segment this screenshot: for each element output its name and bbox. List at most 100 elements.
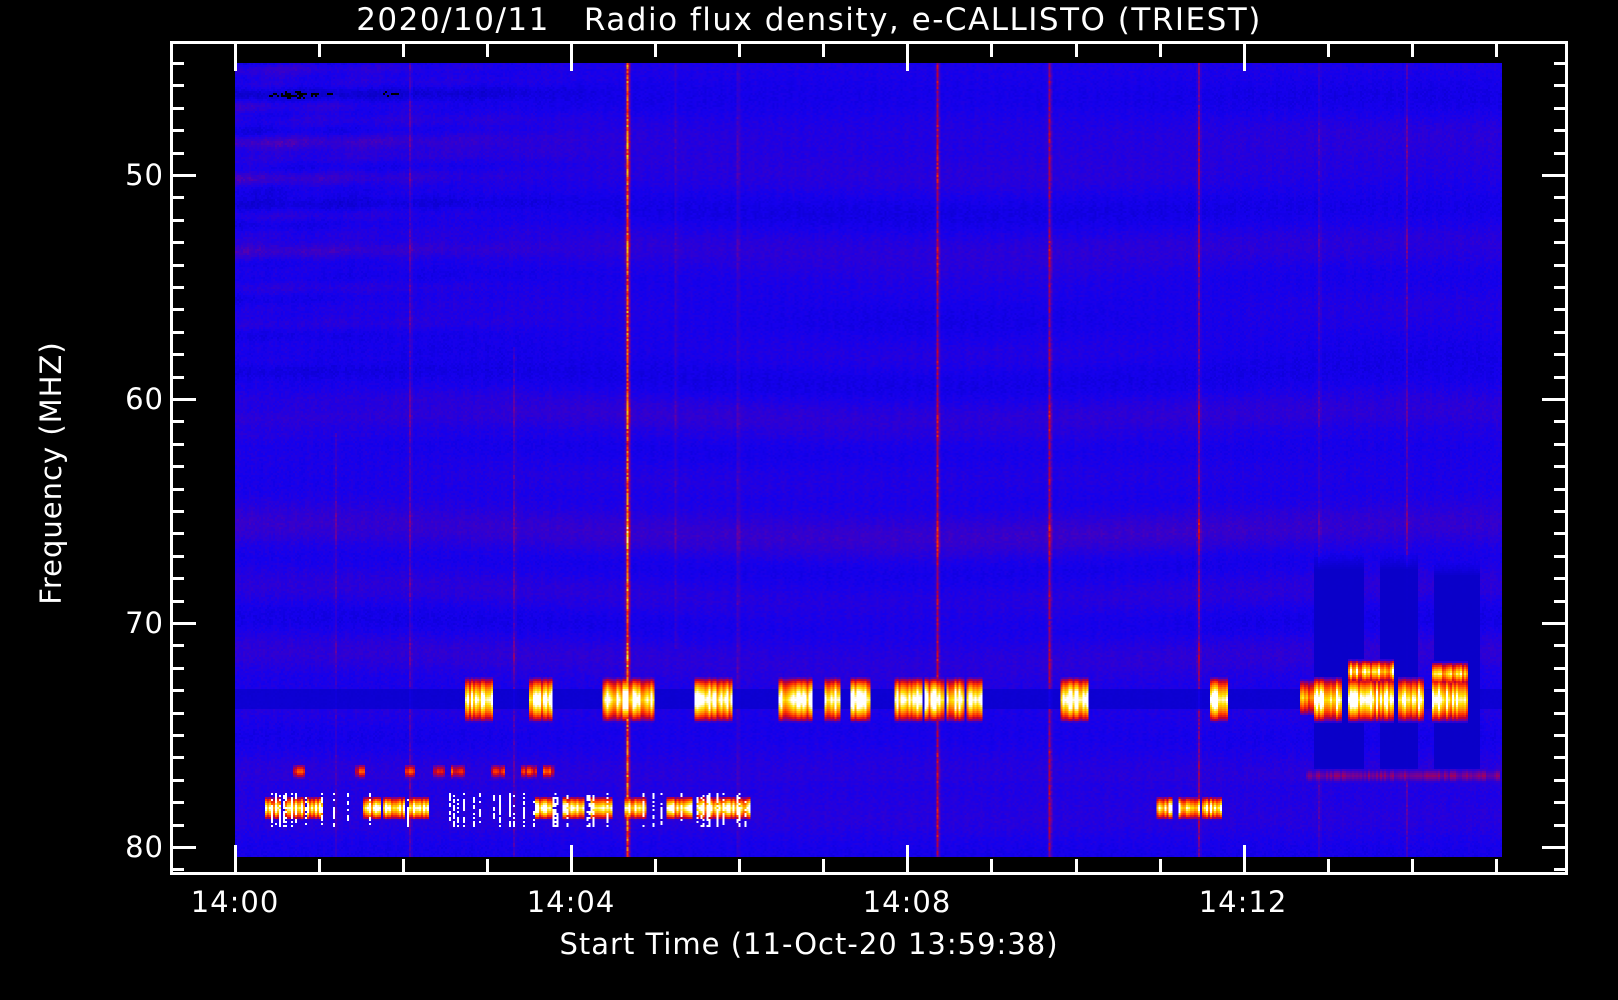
y-axis-title: Frequency (MHZ): [34, 341, 68, 605]
y-minor-tick-68-l: [170, 577, 184, 580]
x-minor-tick-13-b: [1327, 859, 1330, 875]
y-minor-tick-54-r: [1554, 264, 1568, 267]
y-minor-tick-69-l: [170, 600, 184, 603]
y-major-tick-50-l: [170, 174, 196, 177]
y-minor-tick-81-r: [1554, 868, 1568, 871]
y-minor-tick-65-l: [170, 510, 184, 513]
x-minor-tick-5-b: [654, 859, 657, 875]
x-major-tick-12-t: [1243, 41, 1246, 71]
y-minor-tick-49-l: [170, 152, 184, 155]
x-minor-tick-15-b: [1495, 859, 1498, 875]
x-minor-tick-7-t: [822, 41, 825, 57]
y-minor-tick-45-l: [170, 62, 184, 65]
y-minor-tick-53-l: [170, 241, 184, 244]
x-minor-tick-11-t: [1159, 41, 1162, 57]
x-tick-label-1412: 14:12: [1198, 885, 1288, 919]
x-minor-tick-11-b: [1159, 859, 1162, 875]
x-tick-label-1404: 14:04: [526, 885, 616, 919]
y-minor-tick-46-r: [1554, 84, 1568, 87]
y-minor-tick-57-r: [1554, 331, 1568, 334]
x-tick-label-1400: 14:00: [190, 885, 280, 919]
x-tick-label-1408: 14:08: [862, 885, 952, 919]
y-minor-tick-61-r: [1554, 420, 1568, 423]
y-minor-tick-66-l: [170, 532, 184, 535]
x-minor-tick-9-b: [990, 859, 993, 875]
x-minor-tick-5-t: [654, 41, 657, 57]
y-minor-tick-62-r: [1554, 443, 1568, 446]
y-minor-tick-61-l: [170, 420, 184, 423]
y-minor-tick-81-l: [170, 868, 184, 871]
y-minor-tick-64-l: [170, 488, 184, 491]
y-minor-tick-69-r: [1554, 600, 1568, 603]
y-minor-tick-54-l: [170, 264, 184, 267]
y-minor-tick-63-l: [170, 465, 184, 468]
y-minor-tick-55-l: [170, 286, 184, 289]
y-minor-tick-52-l: [170, 219, 184, 222]
y-minor-tick-45-r: [1554, 62, 1568, 65]
x-minor-tick-3-b: [486, 859, 489, 875]
y-minor-tick-66-r: [1554, 532, 1568, 535]
y-minor-tick-78-r: [1554, 801, 1568, 804]
y-tick-label-80: 80: [125, 830, 164, 864]
y-minor-tick-76-l: [170, 756, 184, 759]
y-minor-tick-59-l: [170, 376, 184, 379]
x-minor-tick-1-t: [318, 41, 321, 57]
x-minor-tick-13-t: [1327, 41, 1330, 57]
y-minor-tick-74-r: [1554, 712, 1568, 715]
x-minor-tick-2-b: [402, 859, 405, 875]
y-minor-tick-73-r: [1554, 689, 1568, 692]
x-major-tick-4-t: [570, 41, 573, 71]
y-minor-tick-53-r: [1554, 241, 1568, 244]
y-minor-tick-76-r: [1554, 756, 1568, 759]
x-major-tick-8-t: [906, 41, 909, 71]
y-major-tick-50-r: [1542, 174, 1568, 177]
x-minor-tick-6-t: [738, 41, 741, 57]
y-major-tick-60-r: [1542, 398, 1568, 401]
y-minor-tick-64-r: [1554, 488, 1568, 491]
y-minor-tick-56-r: [1554, 308, 1568, 311]
y-minor-tick-49-r: [1554, 152, 1568, 155]
y-minor-tick-52-r: [1554, 219, 1568, 222]
x-minor-tick-10-t: [1075, 41, 1078, 57]
x-minor-tick-9-t: [990, 41, 993, 57]
y-major-tick-70-r: [1542, 622, 1568, 625]
y-minor-tick-68-r: [1554, 577, 1568, 580]
y-tick-label-50: 50: [125, 158, 164, 192]
page-title: 2020/10/11 Radio flux density, e-CALLIST…: [356, 2, 1262, 38]
y-minor-tick-57-l: [170, 331, 184, 334]
y-minor-tick-74-l: [170, 712, 184, 715]
x-major-tick-4-b: [570, 845, 573, 875]
x-axis-title: Start Time (11-Oct-20 13:59:38): [559, 927, 1059, 961]
y-minor-tick-48-r: [1554, 129, 1568, 132]
y-minor-tick-63-r: [1554, 465, 1568, 468]
y-minor-tick-73-l: [170, 689, 184, 692]
y-minor-tick-71-r: [1554, 644, 1568, 647]
y-minor-tick-72-l: [170, 667, 184, 670]
spectrogram-plot-area: [235, 63, 1502, 857]
x-minor-tick-14-t: [1411, 41, 1414, 57]
y-minor-tick-47-l: [170, 107, 184, 110]
x-major-tick-0-b: [234, 845, 237, 875]
y-minor-tick-59-r: [1554, 376, 1568, 379]
y-major-tick-80-r: [1542, 846, 1568, 849]
y-minor-tick-75-r: [1554, 734, 1568, 737]
y-minor-tick-65-r: [1554, 510, 1568, 513]
y-minor-tick-48-l: [170, 129, 184, 132]
y-minor-tick-67-r: [1554, 555, 1568, 558]
x-major-tick-8-b: [906, 845, 909, 875]
y-minor-tick-58-r: [1554, 353, 1568, 356]
x-minor-tick-6-b: [738, 859, 741, 875]
y-minor-tick-58-l: [170, 353, 184, 356]
y-minor-tick-72-r: [1554, 667, 1568, 670]
y-minor-tick-47-r: [1554, 107, 1568, 110]
x-minor-tick-10-b: [1075, 859, 1078, 875]
y-minor-tick-79-r: [1554, 824, 1568, 827]
x-major-tick-0-t: [234, 41, 237, 71]
y-minor-tick-46-l: [170, 84, 184, 87]
x-minor-tick-3-t: [486, 41, 489, 57]
y-minor-tick-77-r: [1554, 779, 1568, 782]
y-minor-tick-77-l: [170, 779, 184, 782]
y-tick-label-60: 60: [125, 382, 164, 416]
y-minor-tick-51-l: [170, 196, 184, 199]
